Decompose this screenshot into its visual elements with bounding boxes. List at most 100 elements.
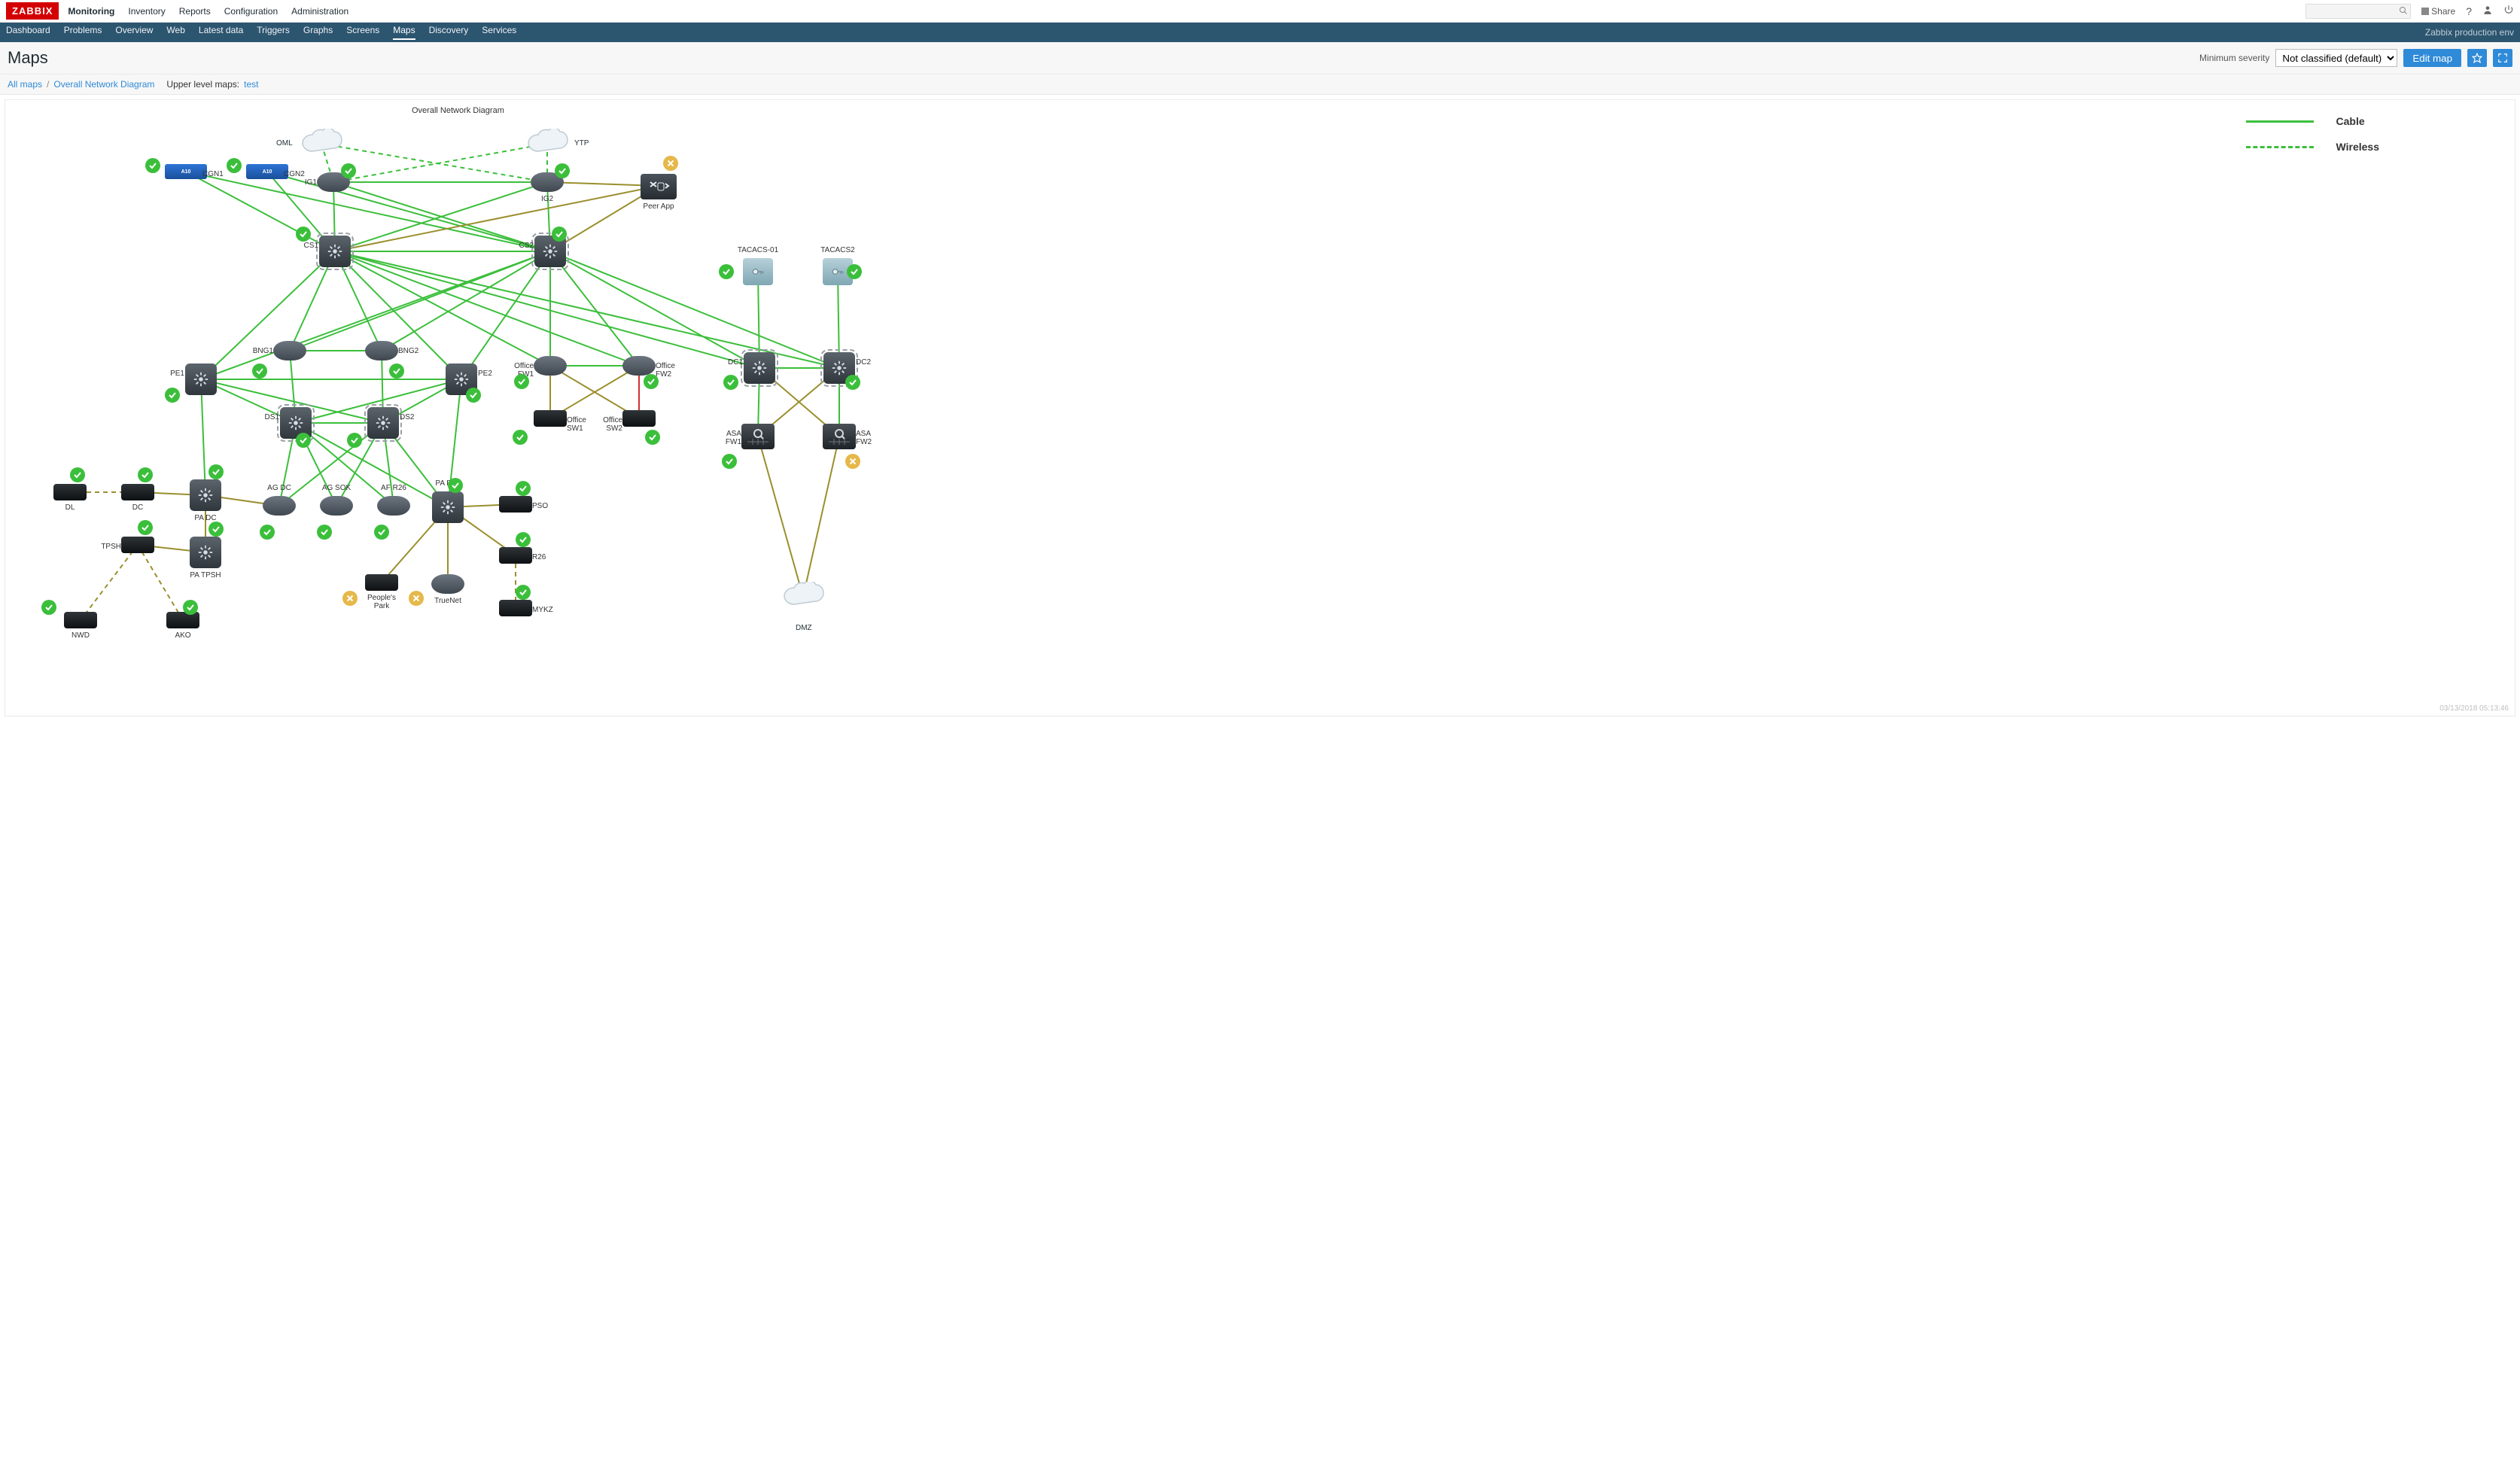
subnav-item-graphs[interactable]: Graphs <box>303 25 333 40</box>
node-pe1[interactable]: PE1 <box>178 363 224 395</box>
subnav-item-discovery[interactable]: Discovery <box>429 25 469 40</box>
node-dc[interactable]: DC <box>115 484 160 512</box>
node-cs1[interactable]: CS1 <box>312 236 358 267</box>
node-cs2[interactable]: CS2 <box>528 236 573 267</box>
node-ppark[interactable]: People'sPark <box>359 574 404 610</box>
node-dl[interactable]: DL <box>47 484 93 512</box>
upper-maps-label: Upper level maps: <box>166 79 239 90</box>
node-mykz[interactable]: MYKZ <box>493 600 538 616</box>
help-icon[interactable]: ? <box>2466 5 2472 17</box>
topnav-item-configuration[interactable]: Configuration <box>224 6 278 17</box>
node-asafw1[interactable]: ASAFW1 <box>735 424 781 449</box>
node-pe2[interactable]: PE2 <box>439 363 484 395</box>
status-badge <box>514 374 529 389</box>
node-cgn2[interactable]: A10CGN2 <box>245 164 290 179</box>
node-label: PSO <box>532 502 548 510</box>
severity-select[interactable]: Not classified (default)InformationWarni… <box>2275 49 2397 67</box>
node-label: DS2 <box>400 413 414 421</box>
map-canvas[interactable]: Overall Network Diagram Cable Wireless 0… <box>5 99 2515 716</box>
node-ds2[interactable]: DS2 <box>361 407 406 439</box>
topnav-item-reports[interactable]: Reports <box>179 6 211 17</box>
node-label: DC2 <box>856 358 871 367</box>
status-badge <box>845 454 860 469</box>
status-badge <box>847 264 862 279</box>
subnav-item-services[interactable]: Services <box>482 25 516 40</box>
favorite-button[interactable] <box>2467 49 2487 67</box>
link-CS2-BNG2 <box>382 251 550 351</box>
subnav-item-web[interactable]: Web <box>166 25 184 40</box>
node-label: AKO <box>175 631 190 640</box>
topnav-item-administration[interactable]: Administration <box>291 6 348 17</box>
node-dc2[interactable]: DC2 <box>817 352 862 384</box>
fullscreen-button[interactable] <box>2493 49 2512 67</box>
node-label: CS1 <box>304 242 318 250</box>
node-label: ASAFW1 <box>726 430 741 446</box>
node-tacacs1[interactable]: TACACS-01 <box>735 258 781 285</box>
node-ako[interactable]: AKO <box>160 612 205 640</box>
cloud-ytp[interactable]: YTP <box>525 129 570 161</box>
node-osw1[interactable]: OfficeSW1 <box>528 410 573 427</box>
topnav-item-inventory[interactable]: Inventory <box>128 6 165 17</box>
link-CS2-DC2 <box>550 251 839 368</box>
cloud-label: YTP <box>574 139 589 148</box>
subnav-item-maps[interactable]: Maps <box>393 25 415 40</box>
node-pso[interactable]: PSO <box>493 496 538 513</box>
node-dc1[interactable]: DC1 <box>737 352 782 384</box>
subnav-item-latest-data[interactable]: Latest data <box>199 25 243 40</box>
node-osw2[interactable]: OfficeSW2 <box>616 410 662 427</box>
breadcrumb-current[interactable]: Overall Network Diagram <box>53 79 154 90</box>
node-peerapp[interactable]: Peer App <box>636 174 681 211</box>
user-icon[interactable] <box>2482 5 2493 17</box>
upper-map-link[interactable]: test <box>244 79 258 90</box>
power-icon[interactable] <box>2503 5 2514 17</box>
cloud-dmz[interactable]: DMZ <box>781 582 826 614</box>
node-tacacs2[interactable]: TACACS2 <box>815 258 860 285</box>
status-badge <box>552 227 567 242</box>
node-ds1[interactable]: DS1 <box>273 407 318 439</box>
sub-nav: Dashboard Problems Overview Web Latest data T… <box>0 23 2520 42</box>
node-label: PA TPSH <box>190 571 221 579</box>
node-nwd[interactable]: NWD <box>58 612 103 640</box>
node-tpsh[interactable]: TPSH <box>115 537 160 553</box>
subnav-item-problems[interactable]: Problems <box>64 25 102 40</box>
node-asafw2[interactable]: ASAFW2 <box>817 424 862 449</box>
node-afr26[interactable]: AF R26 <box>371 496 416 516</box>
subnav-item-triggers[interactable]: Triggers <box>257 25 290 40</box>
node-agsok[interactable]: AG SOK <box>314 496 359 516</box>
node-ofw2[interactable]: OfficeFW2 <box>616 356 662 376</box>
status-badge <box>389 363 404 379</box>
core-icon <box>432 491 464 523</box>
topnav-item-monitoring[interactable]: Monitoring <box>68 6 114 17</box>
node-ig2[interactable]: IG2 <box>525 172 570 203</box>
node-cgn1[interactable]: A10CGN1 <box>163 164 208 179</box>
node-bng1[interactable]: BNG1 <box>267 341 312 360</box>
core-icon <box>744 352 775 384</box>
link-TPSH-NWD <box>81 545 138 620</box>
node-agdc[interactable]: AG DC <box>257 496 302 516</box>
node-truenet[interactable]: TrueNet <box>425 574 470 605</box>
edit-map-button[interactable]: Edit map <box>2403 49 2461 67</box>
subnav-item-overview[interactable]: Overview <box>115 25 153 40</box>
router-icon <box>622 356 656 376</box>
top-nav: ZABBIX MonitoringInventoryReportsConfigu… <box>0 0 2520 23</box>
subnav-item-dashboard[interactable]: Dashboard <box>6 25 50 40</box>
node-patpsh[interactable]: PA TPSH <box>183 537 228 579</box>
node-label: CS2 <box>519 242 534 250</box>
subnav-item-screens[interactable]: Screens <box>346 25 379 40</box>
share-button[interactable]: Share <box>2421 6 2455 17</box>
node-padc[interactable]: PA DC <box>183 479 228 522</box>
cloud-oml[interactable]: OML <box>299 129 344 161</box>
node-ofw1[interactable]: OfficeFW1 <box>528 356 573 376</box>
status-badge <box>513 430 528 445</box>
legend-cable-label: Cable <box>2336 115 2365 127</box>
status-badge <box>138 467 153 482</box>
subnav-items: Dashboard Problems Overview Web Latest data T… <box>6 25 516 40</box>
link-CS2-OFW2 <box>550 251 639 366</box>
modem-icon: A10 <box>165 164 207 179</box>
node-ig1[interactable]: IG1 <box>311 172 356 192</box>
node-par26[interactable]: PA R26 <box>425 491 470 523</box>
node-r26[interactable]: R26 <box>493 547 538 564</box>
breadcrumb-all-maps[interactable]: All maps <box>8 79 42 90</box>
search-input[interactable] <box>2305 4 2411 19</box>
node-bng2[interactable]: BNG2 <box>359 341 404 360</box>
